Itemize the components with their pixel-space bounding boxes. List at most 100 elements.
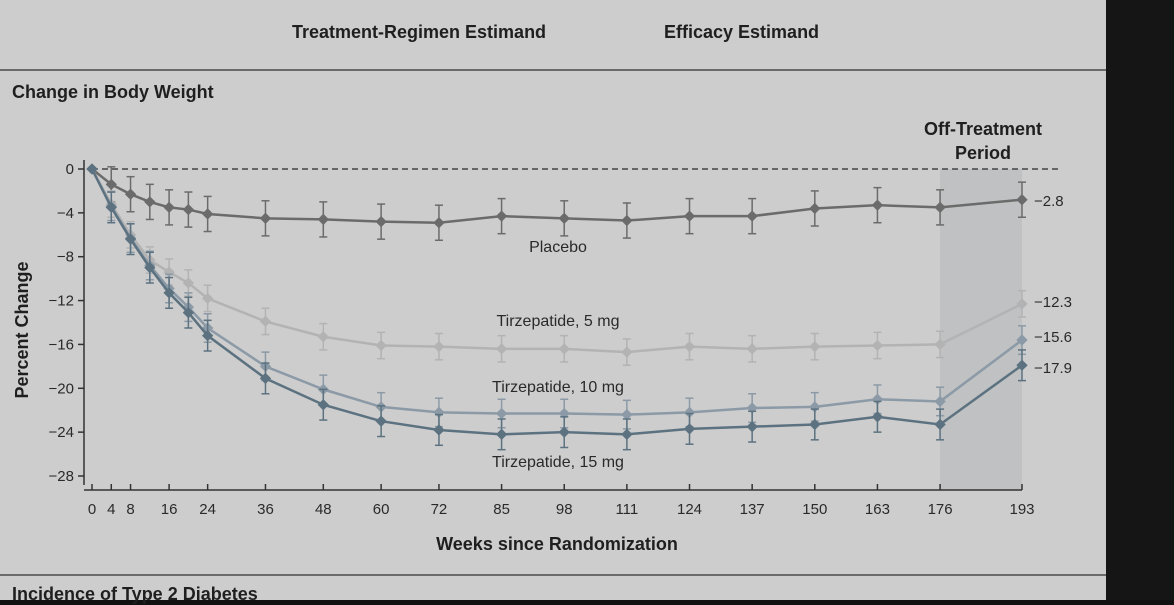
x-tick-label: 16 [161,501,178,518]
data-point [124,188,137,200]
data-point [163,201,175,214]
figure-panel: Treatment-Regimen Estimand Efficacy Esti… [0,0,1106,604]
y-tick-label: −28 [49,468,74,485]
data-point [809,418,821,431]
data-point [375,339,387,352]
y-tick-label: −4 [57,205,74,222]
x-tick-label: 72 [431,501,448,518]
data-point [871,339,884,352]
x-axis-title: Weeks since Randomization [436,534,678,554]
next-section-title: Incidence of Type 2 Diabetes [12,584,258,604]
data-point [746,210,758,222]
data-point [746,421,758,433]
x-tick-label: 176 [928,501,953,518]
data-point [259,372,272,385]
data-point [871,199,884,211]
data-point [317,331,329,343]
data-point [621,408,633,421]
data-point [144,196,156,208]
data-point [683,423,696,435]
y-tick-label: −12 [49,293,74,310]
data-point [1016,298,1028,310]
data-point [683,340,696,353]
end-value-label: −15.6 [1034,329,1072,346]
data-point [934,338,946,351]
data-point [495,210,508,222]
y-tick-label: −8 [57,249,74,266]
data-point [558,426,570,438]
x-tick-label: 193 [1009,501,1034,518]
y-tick-label: 0 [66,161,74,178]
x-tick-label: 150 [802,501,827,518]
end-value-label: −2.8 [1034,193,1064,210]
x-tick-label: 48 [315,501,332,518]
data-point [201,208,214,220]
y-tick-label: −20 [49,380,74,397]
x-tick-label: 0 [88,501,96,518]
data-point [934,418,946,431]
section-title: Change in Body Weight [12,82,214,102]
data-point [163,287,175,299]
right-dark-bar [1106,0,1174,600]
off-treatment-shading [940,169,1022,490]
data-point [182,203,195,216]
series-label: Tirzepatide, 15 mg [492,454,624,471]
x-tick-label: 24 [199,501,216,518]
data-point [317,399,329,411]
x-tick-label: 8 [126,501,134,518]
data-point [621,346,633,358]
data-point [1016,359,1028,371]
y-axis-title: Percent Change [12,261,32,398]
header-efficacy-estimand: Efficacy Estimand [664,22,820,42]
data-point [683,210,696,222]
data-point [495,343,508,355]
x-tick-label: 85 [493,501,510,518]
data-point [182,306,195,319]
x-tick-label: 124 [677,501,702,518]
series-label: Tirzepatide, 10 mg [492,379,624,396]
end-value-label: −12.3 [1034,294,1072,311]
off-treatment-period-label: Period [955,143,1011,163]
data-point [182,277,195,289]
x-tick-label: 137 [740,501,765,518]
series-label: Placebo [529,239,587,256]
x-tick-label: 111 [615,501,638,518]
off-treatment-label: Off-Treatment [924,119,1042,139]
data-point [201,330,214,342]
data-point [375,215,387,228]
series-line [91,168,1023,224]
data-point [934,395,946,408]
body-weight-chart: Off-Treatment Period 0 −4 −8 −12 −16 −20 −24 −28 0… [12,119,1072,554]
bottom-divider [0,574,1106,576]
end-value-label: −17.9 [1034,360,1072,377]
data-point [746,343,758,355]
data-point [433,340,445,353]
y-tick-label: −24 [49,424,74,441]
header-treatment-regimen-estimand: Treatment-Regimen Estimand [292,22,547,42]
data-point [934,201,946,214]
series-label: Tirzepatide, 5 mg [496,313,619,330]
data-point [809,202,821,215]
data-point [621,428,633,440]
data-point [683,406,696,419]
x-tick-label: 163 [865,501,890,518]
data-point [433,424,445,436]
data-point [433,217,445,229]
data-point [558,343,570,355]
data-point [144,262,156,274]
data-point [317,213,329,226]
data-point [809,340,821,353]
series-line [90,168,1023,436]
x-tick-label: 60 [373,501,390,518]
data-point [871,411,884,423]
data-point [558,212,570,224]
x-tick-label: 36 [257,501,274,518]
data-point [259,212,272,224]
x-tick-label: 4 [107,501,115,518]
y-tick-label: −16 [49,336,74,353]
data-point [495,407,508,420]
x-tick-label: 98 [556,501,573,518]
data-point [1016,194,1028,206]
data-point [375,415,387,427]
data-point [495,428,508,440]
